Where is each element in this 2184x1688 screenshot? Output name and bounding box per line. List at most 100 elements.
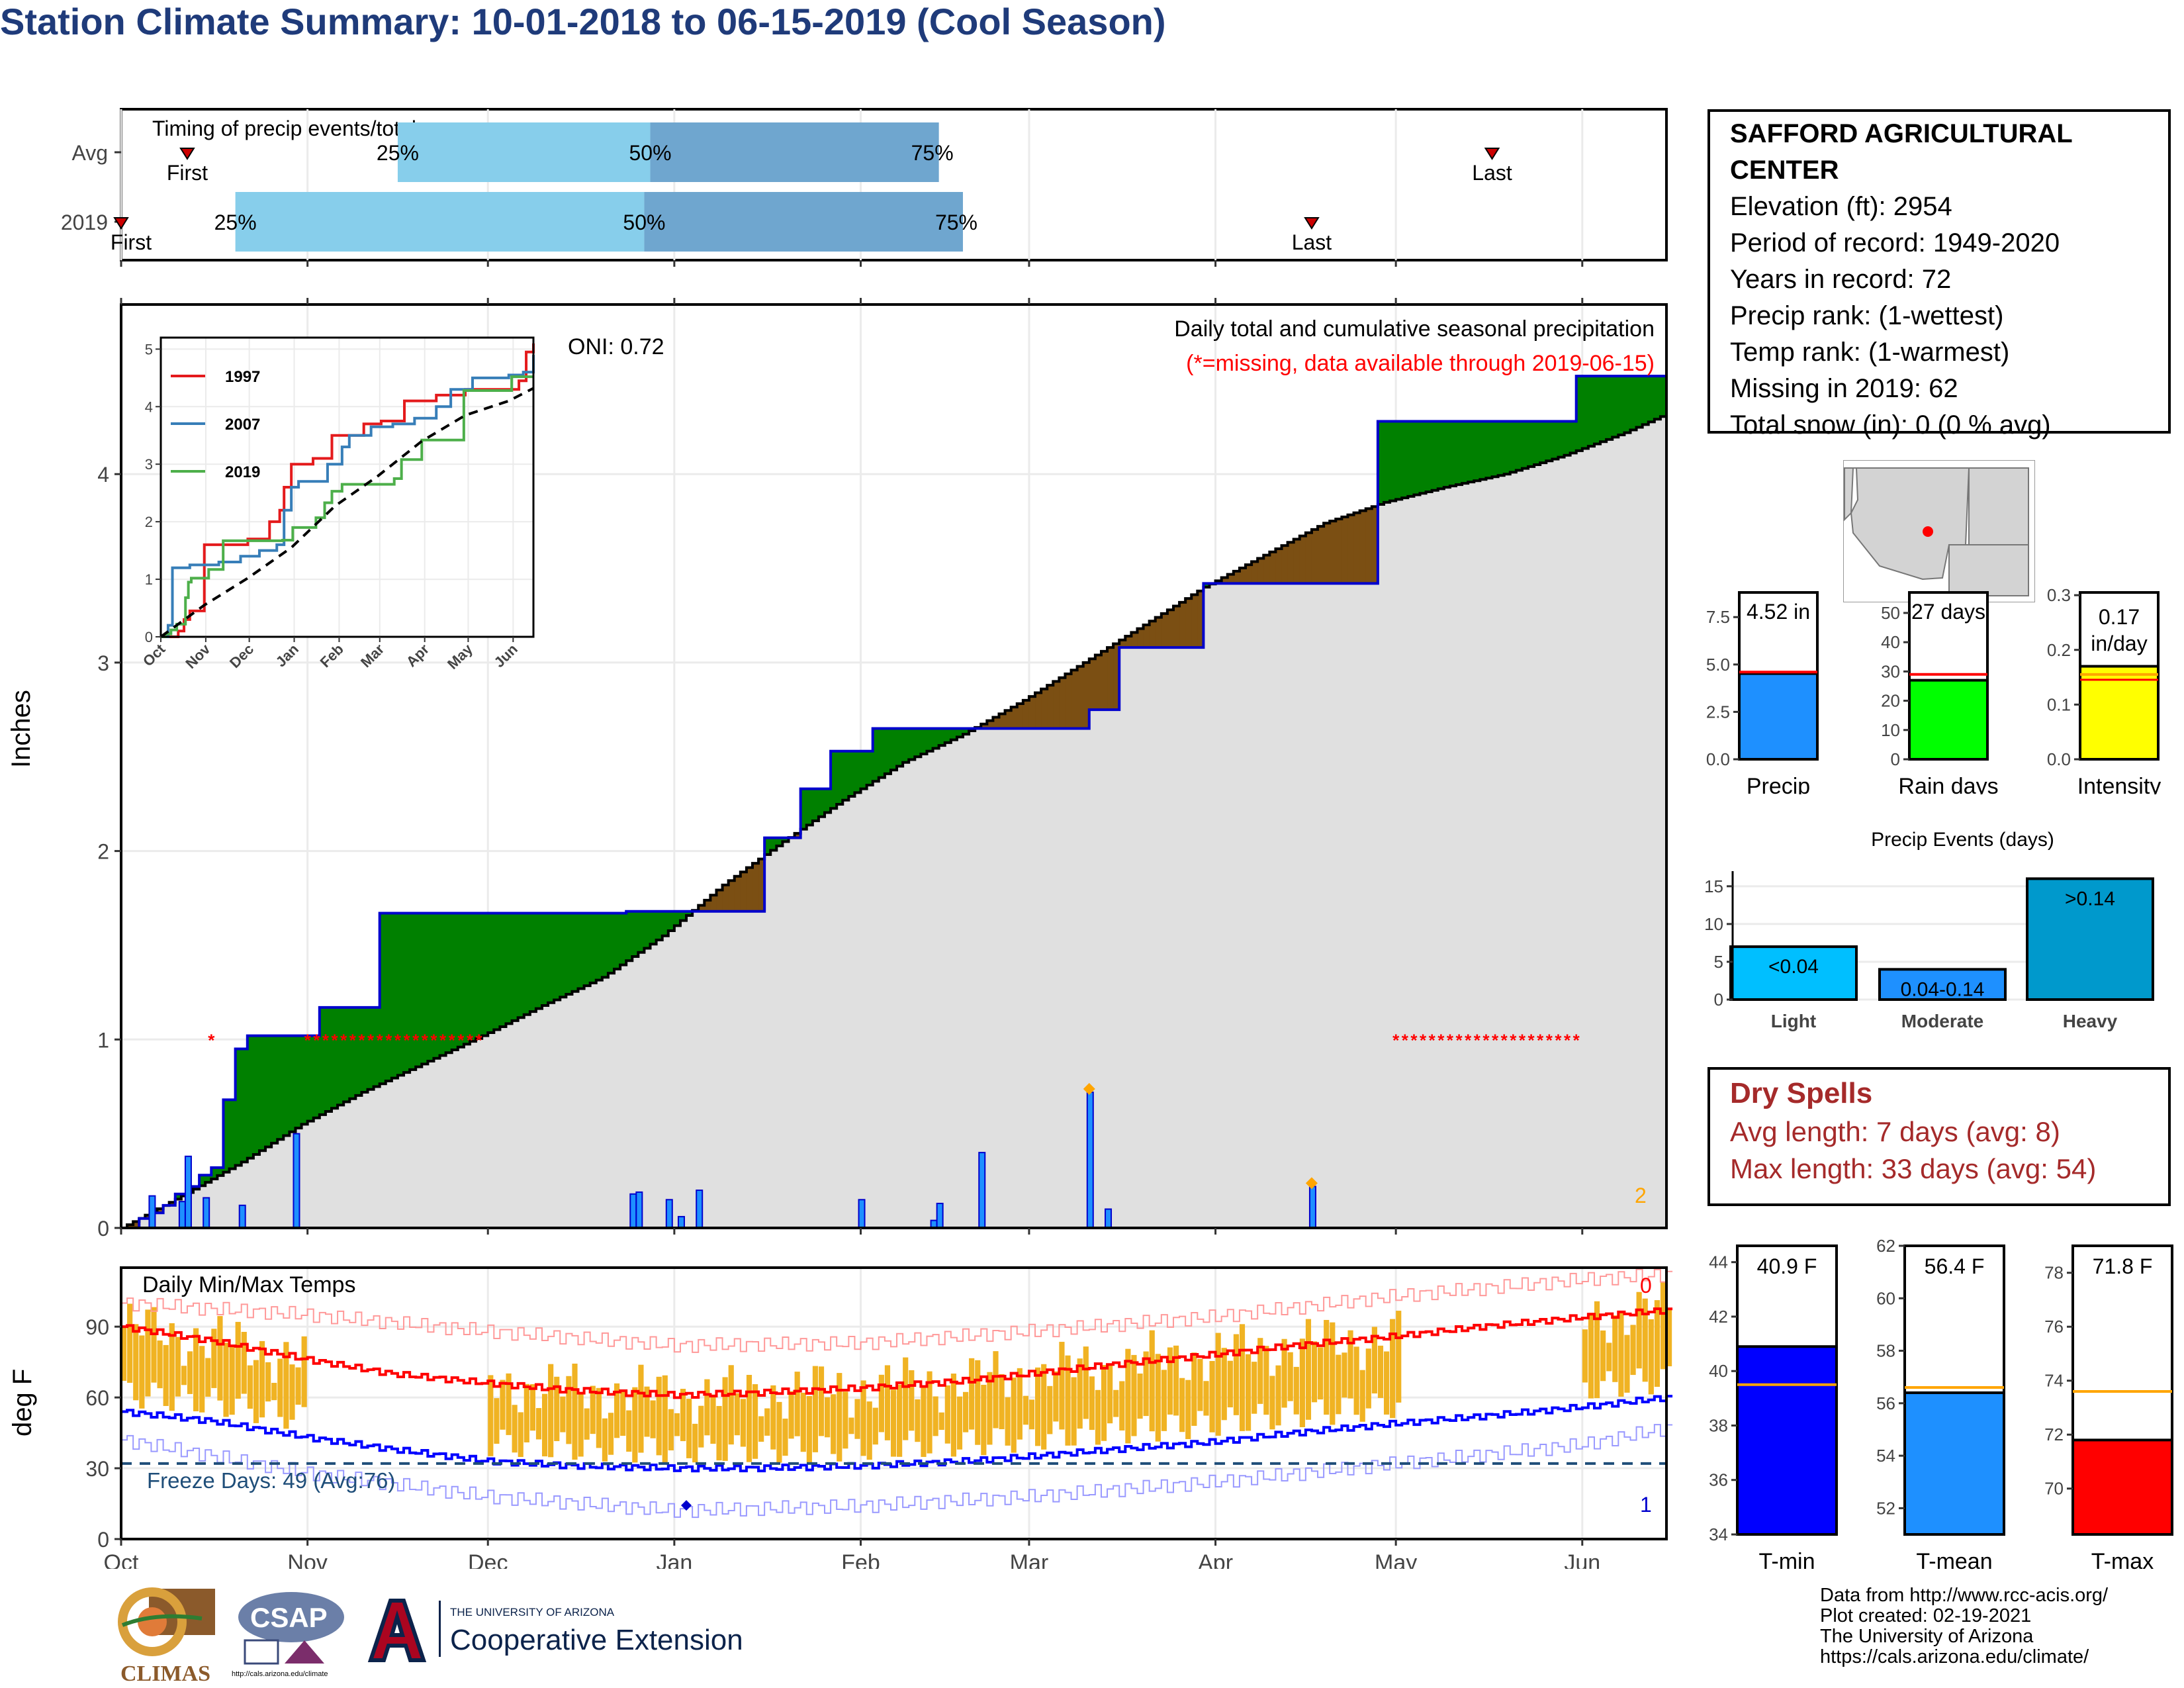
climas-logo-text: CLIMAS — [120, 1662, 211, 1686]
departure-fill — [1522, 421, 1529, 469]
daily-temp-range-bar — [1365, 1348, 1371, 1409]
departure-fill — [1281, 545, 1289, 584]
departure-fill — [319, 1007, 326, 1115]
missing-marker: * — [1447, 1030, 1454, 1050]
gauge-bar-Rain days — [1908, 679, 1989, 761]
precip-y-tick-label: 0 — [97, 1217, 109, 1241]
gauge-value-label: 27 days — [1911, 600, 1985, 624]
departure-fill — [325, 1007, 332, 1112]
departure-fill — [1239, 568, 1246, 584]
daily-precip-bar — [858, 1199, 866, 1229]
daily-temp-range-bar — [1227, 1360, 1233, 1408]
departure-fill — [1330, 521, 1336, 584]
departure-fill — [1630, 376, 1637, 430]
missing-marker: * — [340, 1030, 347, 1050]
departure-fill — [1299, 536, 1306, 584]
temp-gauge-y-tick-label: 74 — [2044, 1371, 2064, 1391]
departure-fill — [680, 911, 687, 921]
daily-temp-range-bar — [1642, 1298, 1648, 1382]
departure-fill — [1077, 666, 1084, 729]
daily-temp-range-bar — [506, 1373, 512, 1435]
departure-fill — [1305, 532, 1312, 584]
departure-fill — [1480, 421, 1487, 480]
daily-precip-bar — [293, 1133, 300, 1229]
departure-fill — [379, 913, 387, 1084]
daily-temp-range-bar — [915, 1399, 921, 1442]
departure-fill — [831, 751, 837, 809]
timing-bar-50-75 — [644, 192, 963, 252]
daily-temp-range-bar — [1149, 1330, 1155, 1432]
temp-gauge-y-tick-label: 76 — [2044, 1317, 2064, 1336]
missing-marker: * — [1519, 1030, 1526, 1050]
missing-marker: * — [439, 1030, 447, 1050]
departure-fill — [433, 913, 441, 1058]
daily-temp-range-bar — [1161, 1370, 1167, 1431]
daily-temp-range-bar — [560, 1396, 566, 1432]
temp-gauge-y-tick-label: 70 — [2044, 1479, 2064, 1499]
daily-temp-range-bar — [692, 1423, 698, 1463]
departure-fill — [909, 728, 915, 760]
departure-fill — [752, 863, 759, 912]
daily-temp-range-bar — [1107, 1363, 1113, 1424]
csap-logo-url: http://cals.arizona.edu/climate — [232, 1670, 328, 1678]
avg-max-line — [121, 1307, 1673, 1399]
departure-fill — [1336, 518, 1342, 584]
inset-y-tick-label: 5 — [145, 341, 153, 357]
daily-temp-range-bar — [1053, 1371, 1059, 1422]
daily-precip-bar — [203, 1197, 210, 1229]
daily-temp-range-bar — [488, 1375, 494, 1456]
timing-first-label: First — [111, 230, 152, 254]
daily-temp-range-bar — [1600, 1330, 1606, 1382]
daily-temp-range-bar — [1017, 1368, 1023, 1440]
departure-fill — [133, 1221, 140, 1228]
departure-fill — [590, 913, 597, 983]
daily-temp-range-bar — [1011, 1378, 1017, 1453]
daily-temp-range-bar — [1257, 1338, 1263, 1404]
gauge-y-tick-label: 0.0 — [2047, 749, 2071, 769]
daily-temp-range-bar — [265, 1362, 271, 1402]
daily-precip-bar — [238, 1204, 246, 1229]
departure-fill — [560, 913, 567, 998]
missing-marker: * — [331, 1030, 338, 1050]
daily-temp-range-bar — [523, 1383, 529, 1442]
daily-temp-range-bar — [554, 1376, 560, 1442]
departure-fill — [1558, 421, 1565, 457]
daily-temp-range-bar — [933, 1396, 938, 1436]
temp-gauge-y-tick-label: 42 — [1709, 1307, 1728, 1327]
departure-fill — [578, 913, 585, 989]
daily-temp-range-bar — [1215, 1333, 1221, 1436]
departure-fill — [482, 913, 488, 1036]
departure-fill — [722, 884, 729, 912]
departure-fill — [1173, 606, 1180, 648]
daily-temp-range-bar — [205, 1358, 211, 1397]
departure-fill — [927, 728, 934, 751]
departure-fill — [253, 1035, 260, 1154]
temp-chart: 0 30 60 90 Oct Nov Dec Jan Feb Mar Apr May Jun — [85, 1266, 1673, 1569]
departure-fill — [1125, 636, 1132, 648]
daily-temp-range-bar — [680, 1389, 686, 1442]
departure-fill — [488, 913, 494, 1033]
temp-y-tick-label: 60 — [85, 1386, 109, 1410]
daily-temp-range-bar — [1246, 1354, 1251, 1431]
departure-fill — [1390, 421, 1396, 501]
temp-x-tick-label: May — [1375, 1550, 1417, 1569]
departure-fill — [812, 788, 819, 821]
daily-temp-range-bar — [825, 1397, 831, 1438]
departure-fill — [1353, 512, 1361, 584]
missing-marker: * — [1392, 1030, 1400, 1050]
daily-temp-range-bar — [866, 1401, 872, 1460]
daily-temp-range-bar — [253, 1360, 259, 1423]
departure-fill — [331, 1007, 338, 1109]
departure-fill — [1107, 647, 1114, 710]
missing-marker: * — [1501, 1030, 1508, 1050]
missing-marker: * — [1474, 1030, 1481, 1050]
departure-fill — [373, 1007, 381, 1087]
freeze-days-label: Freeze Days: 49 (Avg:76) — [147, 1468, 396, 1493]
avg-min-line — [121, 1395, 1673, 1473]
gauge-y-tick-label: 5.0 — [1706, 655, 1730, 675]
departure-fill — [620, 913, 627, 965]
departure-fill — [806, 788, 813, 825]
daily-precip-bar — [936, 1202, 944, 1229]
daily-temp-range-bar — [770, 1385, 776, 1450]
daily-temp-range-bar — [1371, 1327, 1377, 1394]
